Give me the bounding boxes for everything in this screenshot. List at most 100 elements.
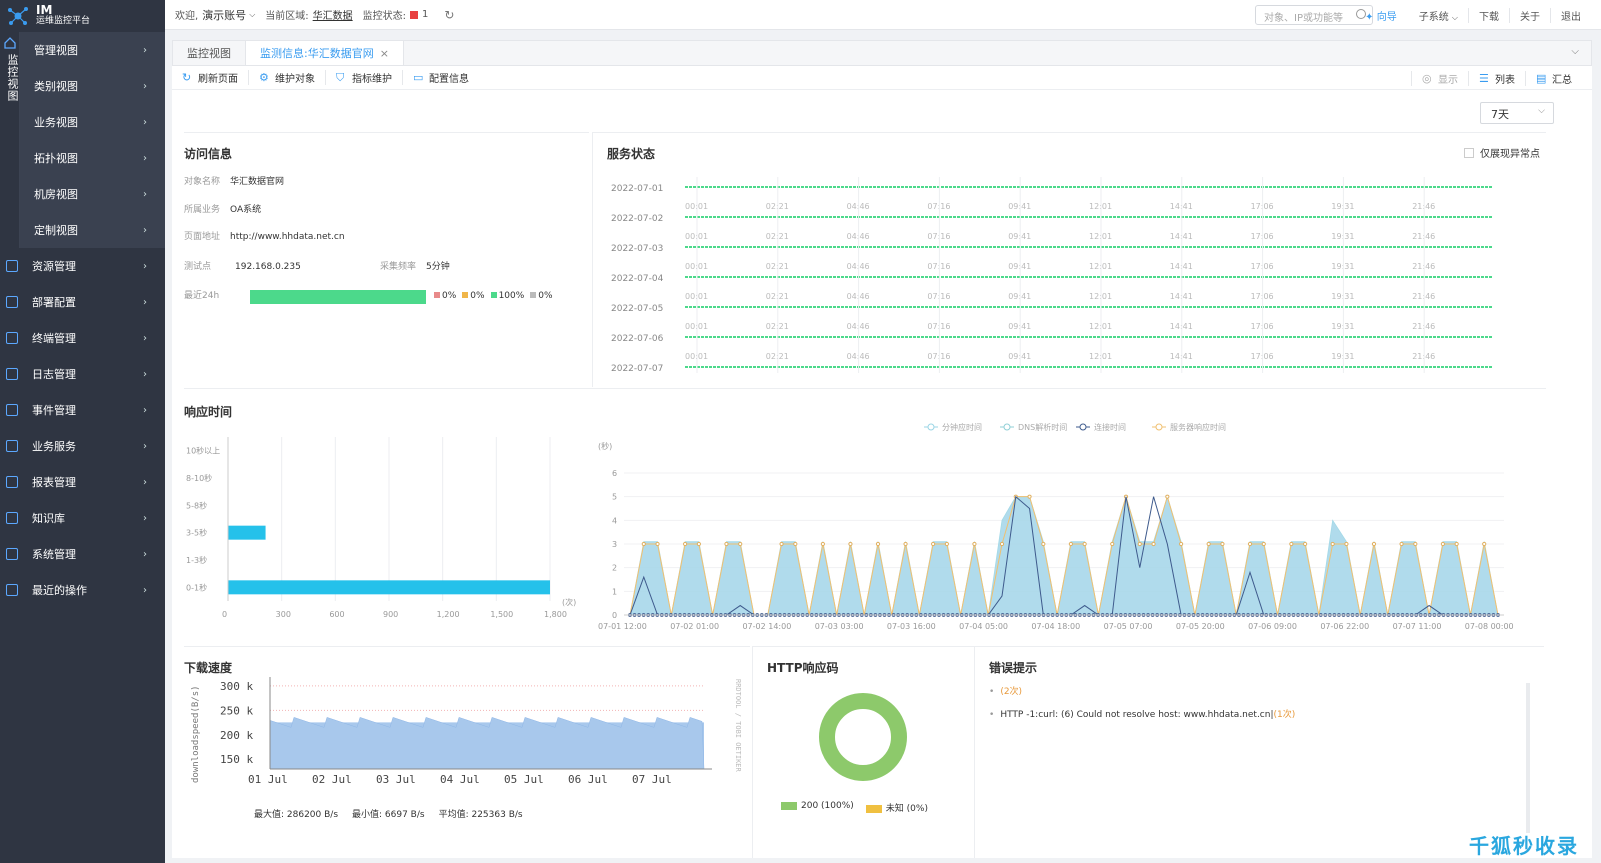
download-link[interactable]: 下载 xyxy=(1468,7,1509,23)
subnav-item-custom-view[interactable]: 定制视图 › xyxy=(20,212,165,248)
region-link[interactable]: 华汇数据 xyxy=(312,11,353,22)
subnav-item-management-view[interactable]: 管理视图 › xyxy=(20,32,165,68)
account-menu[interactable]: 演示账号 xyxy=(202,8,247,22)
legend-swatch xyxy=(434,292,440,298)
subnav-item-room-view[interactable]: 机房视图 › xyxy=(20,176,165,212)
display-button[interactable]: ◎ 显示 xyxy=(1411,70,1468,86)
bar-y-tick: 5-8秒 xyxy=(186,500,207,510)
nav-label: 系统管理 xyxy=(32,548,76,561)
error-item: • (2次) xyxy=(989,684,1022,697)
line-x-tick: 07-05 20:00 xyxy=(1176,622,1225,631)
tab-label: 监测信息:华汇数据官网 xyxy=(260,47,374,60)
summary-button[interactable]: ▤ 汇总 xyxy=(1525,70,1582,86)
legend-text: 100% xyxy=(498,291,525,301)
nav-label: 日志管理 xyxy=(32,368,76,381)
line-x-tick: 07-02 14:00 xyxy=(742,622,791,631)
chevron-right-icon: › xyxy=(143,80,147,92)
legend-text: 200 (100%) xyxy=(801,801,854,811)
chevron-right-icon: › xyxy=(143,404,147,416)
subnav-label: 类别视图 xyxy=(34,80,78,93)
summary-icon: ▤ xyxy=(1536,71,1547,85)
logout-link[interactable]: 退出 xyxy=(1550,7,1591,23)
line-x-tick: 07-06 22:00 xyxy=(1320,622,1369,631)
point-server-response xyxy=(655,541,660,547)
error-scrollbar[interactable] xyxy=(1526,683,1530,833)
search-input[interactable]: 对象、IP或功能等 xyxy=(1255,5,1373,25)
sidebar: IM 运维监控平台 监控视图 管理视图 › 类别视图 › 业务视图 › 拓扑视图 › 机… xyxy=(0,0,165,863)
nav-item-report[interactable]: 报表管理 › xyxy=(0,464,165,500)
config-info-button[interactable]: ▭ 配置信息 xyxy=(403,70,479,85)
point-server-response xyxy=(1482,541,1487,547)
only-abnormal-checkbox[interactable]: 仅展现异常点 xyxy=(1464,145,1540,160)
legend-text: 0% xyxy=(442,291,457,301)
about-link[interactable]: 关于 xyxy=(1509,7,1550,23)
nav-label: 最近的操作 xyxy=(32,584,87,597)
nav-item-system[interactable]: 系统管理 › xyxy=(0,536,165,572)
nav-item-business-service[interactable]: 业务服务 › xyxy=(0,428,165,464)
subnav-label: 定制视图 xyxy=(34,224,78,237)
tab-monitor-info[interactable]: 监测信息:华汇数据官网 × xyxy=(246,41,404,65)
bar xyxy=(228,525,266,540)
bar-x-tick: 1,500 xyxy=(490,610,513,619)
chevron-right-icon: › xyxy=(143,152,147,164)
terminal-icon xyxy=(6,332,18,344)
subsystem-menu[interactable]: 子系统 ⌵ xyxy=(1409,8,1468,23)
event-icon xyxy=(6,404,18,416)
app-logo[interactable]: IM 运维监控平台 xyxy=(0,0,165,32)
error-hint-title: 错误提示 xyxy=(989,661,1038,675)
close-icon[interactable]: × xyxy=(379,46,389,60)
list-button[interactable]: ☰ 列表 xyxy=(1468,70,1525,86)
subnav-item-category-view[interactable]: 类别视图 › xyxy=(20,68,165,104)
bar-x-tick: 1,200 xyxy=(437,610,460,619)
line-x-tick: 07-05 07:00 xyxy=(1104,622,1153,631)
refresh-icon[interactable]: ↻ xyxy=(444,7,455,22)
service-status-chart: 2022-07-01 00:01 02:21 04:46 07:16 09:41 12:01… xyxy=(611,177,1493,383)
metric-maintain-button[interactable]: ⛉ 指标维护 xyxy=(326,70,403,85)
guide-link[interactable]: ✦ 向导 xyxy=(1353,8,1409,23)
object-name-value: 华汇数据官网 xyxy=(230,177,285,187)
legend-item: 0% xyxy=(434,291,456,301)
point-server-response xyxy=(972,541,977,547)
status-time-label: 09:41 xyxy=(1008,382,1031,383)
legend-item: 0% xyxy=(462,291,485,301)
business-icon xyxy=(6,440,18,452)
checkbox-box xyxy=(1464,147,1474,158)
nav-item-log[interactable]: 日志管理 › xyxy=(0,356,165,392)
bar-y-tick: 8-10秒 xyxy=(186,473,212,483)
eye-icon: ◎ xyxy=(1422,71,1432,85)
monitor-home-icon xyxy=(3,36,17,50)
refresh-label: 刷新页面 xyxy=(198,74,238,85)
point-server-response xyxy=(931,541,936,547)
status-time-label: 12:01 xyxy=(1089,382,1112,383)
nav-item-resource[interactable]: 资源管理 › xyxy=(0,248,165,284)
deploy-icon xyxy=(6,296,18,308)
nav-item-recent[interactable]: 最近的操作 › xyxy=(0,572,165,608)
subnav-item-business-view[interactable]: 业务视图 › xyxy=(20,104,165,140)
point-server-response xyxy=(1151,541,1156,547)
chevron-right-icon: › xyxy=(143,188,147,200)
chevron-right-icon: › xyxy=(143,368,147,380)
resource-icon xyxy=(6,260,18,272)
nav-item-event[interactable]: 事件管理 › xyxy=(0,392,165,428)
top-bar: 欢迎, 演示账号 ⌵ 当前区域: 华汇数据 监控状态: 1 ↻ 对象、IP或功能等 ✦ … xyxy=(165,0,1601,30)
subnav-item-topology-view[interactable]: 拓扑视图 › xyxy=(20,140,165,176)
response-time-line-chart: 分钟应时间 DNS解析时间 连接时间 服务器响应时间 (秒) 0 1 2 3 4 5 6 07-01 1… xyxy=(598,422,1514,631)
line-x-tick: 07-08 00:00 xyxy=(1465,622,1514,631)
logo-title: IM xyxy=(36,3,53,17)
legend-text: 未知 (0%) xyxy=(885,804,928,814)
refresh-page-button[interactable]: ↻ 刷新页面 xyxy=(172,70,249,85)
nav-item-terminal[interactable]: 终端管理 › xyxy=(0,320,165,356)
chevron-down-icon[interactable]: ⌵ xyxy=(1571,46,1579,57)
monitor-view-strip[interactable]: 监控视图 xyxy=(0,32,20,248)
maintain-object-button[interactable]: ⚙ 维护对象 xyxy=(249,70,326,85)
point-server-response xyxy=(1344,541,1349,547)
nav-item-knowledge[interactable]: 知识库 › xyxy=(0,500,165,536)
nav-label: 终端管理 xyxy=(32,332,76,345)
monitor-status-count[interactable]: 1 xyxy=(422,9,429,20)
download-speed-panel: 下载速度 downloadspeed(B/s) RRDTOOL / TOBI OE… xyxy=(184,646,750,858)
time-range-select[interactable]: 7天 ⌵ xyxy=(1480,102,1554,124)
nav-item-deploy[interactable]: 部署配置 › xyxy=(0,284,165,320)
tab-monitor-view[interactable]: 监控视图 xyxy=(173,41,246,65)
book-icon xyxy=(6,512,18,524)
time-range-value: 7天 xyxy=(1491,108,1509,121)
